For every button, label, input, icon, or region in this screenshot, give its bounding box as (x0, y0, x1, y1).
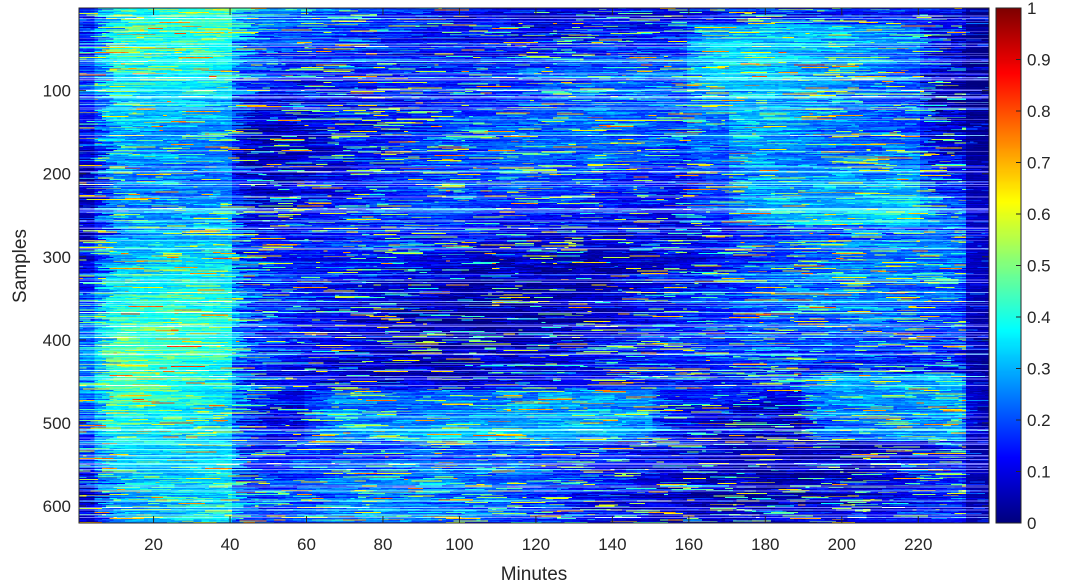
colorbar-tick-label: 0.1 (1027, 463, 1051, 482)
x-tick-label: 40 (221, 535, 240, 554)
colorbar-tick-label: 0.8 (1027, 102, 1051, 121)
colorbar-tick-label: 0.6 (1027, 205, 1051, 224)
y-tick-label: 200 (43, 165, 71, 184)
colorbar-tick-label: 0.4 (1027, 308, 1051, 327)
colorbar-tick-label: 0.7 (1027, 154, 1051, 173)
plot-frame (78, 7, 1022, 524)
y-tick-label: 600 (43, 497, 71, 516)
x-tick-label: 200 (828, 535, 856, 554)
x-tick-label: 60 (297, 535, 316, 554)
x-tick-label: 140 (598, 535, 626, 554)
y-tick-label: 300 (43, 248, 71, 267)
y-axis-label: Samples (10, 229, 31, 303)
y-axis-ticks: 100 200 300 400 500 600 (43, 82, 989, 516)
colorbar-ticks: 0 0.1 0.2 0.3 0.4 0.5 0.6 0.7 0.8 0.9 1 (1016, 0, 1051, 533)
colorbar-tick-label: 0.9 (1027, 51, 1051, 70)
plot-border (78, 7, 990, 524)
y-tick-label: 500 (43, 414, 71, 433)
x-axis-ticks: 20 40 60 80 100 120 140 160 180 200 220 (144, 8, 932, 554)
x-tick-label: 220 (904, 535, 932, 554)
x-axis-label: Minutes (501, 564, 568, 585)
x-tick-label: 160 (675, 535, 703, 554)
heatmap-image (79, 8, 989, 523)
colorbar-tick-label: 1 (1027, 0, 1036, 18)
x-tick-label: 100 (445, 535, 473, 554)
colorbar-tick-label: 0.5 (1027, 257, 1051, 276)
y-tick-label: 400 (43, 331, 71, 350)
x-tick-label: 180 (751, 535, 779, 554)
y-tick-label: 100 (43, 82, 71, 101)
colorbar-tick-label: 0.3 (1027, 360, 1051, 379)
x-tick-label: 20 (144, 535, 163, 554)
x-tick-label: 120 (522, 535, 550, 554)
colorbar-tick-label: 0 (1027, 514, 1036, 533)
x-tick-label: 80 (374, 535, 393, 554)
colorbar-tick-label: 0.2 (1027, 411, 1051, 430)
